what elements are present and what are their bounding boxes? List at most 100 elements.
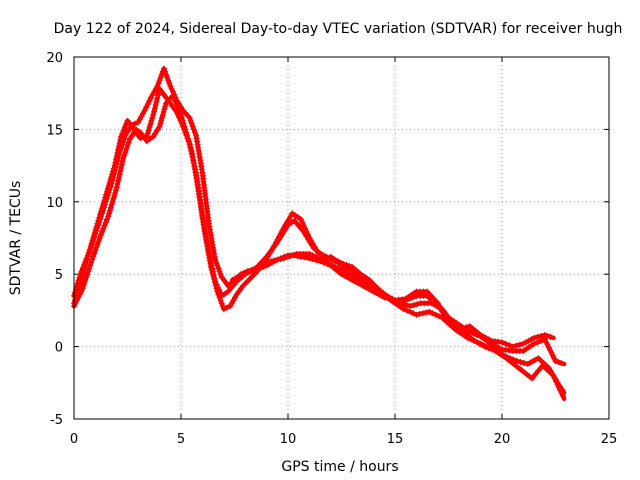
data-point: [73, 283, 80, 290]
data-point: [264, 259, 271, 266]
data-point: [166, 80, 173, 87]
series-line: [328, 254, 556, 349]
data-point: [96, 214, 103, 221]
data-point: [521, 360, 528, 366]
data-point: [110, 165, 117, 172]
y-axis-label: SDTVAR / TECUs: [8, 181, 24, 296]
data-point: [506, 355, 513, 362]
data-point: [151, 108, 157, 115]
data-point: [111, 193, 118, 199]
data-point: [159, 111, 166, 118]
data-point: [91, 250, 98, 257]
data-point: [103, 191, 110, 198]
data-point: [108, 174, 115, 181]
data-point: [499, 339, 505, 346]
data-point: [190, 157, 197, 163]
data-point: [157, 74, 164, 81]
data-point: [555, 359, 562, 365]
data-point: [213, 281, 220, 288]
data-point: [109, 168, 116, 175]
data-point: [154, 95, 161, 102]
y-tick-label: 0: [55, 341, 63, 356]
data-point: [92, 229, 98, 236]
data-point: [118, 161, 125, 168]
data-point: [119, 130, 126, 137]
data-point: [110, 195, 117, 202]
x-tick-label: 25: [601, 432, 618, 447]
data-point: [173, 109, 180, 115]
data-point: [80, 282, 87, 289]
data-point: [429, 310, 436, 317]
data-point: [147, 135, 153, 142]
data-point: [207, 255, 214, 262]
data-point: [157, 120, 164, 127]
data-point: [118, 133, 125, 140]
data-point: [161, 106, 168, 113]
data-point: [105, 182, 112, 189]
data-point: [147, 121, 154, 128]
data-point: [248, 266, 255, 273]
data-point: [104, 185, 111, 192]
data-point: [407, 308, 413, 315]
data-point: [288, 219, 295, 226]
data-point: [177, 117, 184, 124]
data-point: [94, 220, 101, 227]
data-point: [403, 307, 410, 314]
data-point: [217, 290, 224, 296]
data-point: [181, 126, 188, 133]
data-point: [107, 207, 113, 214]
data-point: [214, 284, 221, 291]
data-point: [187, 144, 194, 151]
data-point: [124, 128, 131, 135]
data-point: [218, 300, 225, 307]
data-point: [83, 274, 90, 281]
data-point: [83, 255, 90, 262]
data-point: [456, 326, 463, 333]
data-point: [115, 146, 122, 153]
data-point: [143, 104, 150, 111]
data-point: [217, 271, 224, 278]
data-point: [150, 133, 157, 140]
data-point: [348, 272, 355, 279]
data-point: [96, 235, 103, 241]
data-point: [156, 123, 163, 130]
data-point: [164, 74, 171, 81]
data-point: [153, 98, 160, 105]
data-point: [386, 294, 393, 301]
data-point: [220, 306, 227, 312]
data-point: [544, 333, 551, 339]
data-point: [558, 360, 565, 366]
data-point: [435, 313, 442, 320]
data-point: [251, 265, 258, 272]
data-point: [126, 136, 133, 143]
data-point: [206, 252, 213, 259]
data-point: [82, 258, 89, 265]
data-point: [186, 140, 193, 147]
data-point: [502, 340, 509, 347]
data-point: [473, 339, 480, 346]
data-point: [86, 249, 92, 256]
data-point: [216, 287, 223, 294]
data-point: [155, 92, 161, 99]
data-point: [531, 334, 538, 341]
data-point: [204, 240, 211, 247]
data-point: [191, 163, 198, 170]
data-point: [545, 344, 552, 351]
data-point: [520, 340, 527, 347]
data-point: [93, 223, 100, 230]
data-point: [73, 297, 80, 304]
data-point: [466, 329, 473, 336]
data-point: [97, 211, 104, 218]
data-point: [541, 332, 548, 338]
data-point: [101, 197, 108, 204]
data-point: [207, 229, 214, 236]
data-point: [75, 294, 82, 301]
data-point: [211, 275, 218, 282]
data-point: [145, 127, 152, 134]
data-point: [328, 262, 335, 269]
data-point: [87, 262, 94, 269]
data-point: [489, 346, 495, 353]
data-point: [76, 291, 83, 298]
data-point: [146, 124, 153, 131]
data-point: [267, 258, 274, 265]
